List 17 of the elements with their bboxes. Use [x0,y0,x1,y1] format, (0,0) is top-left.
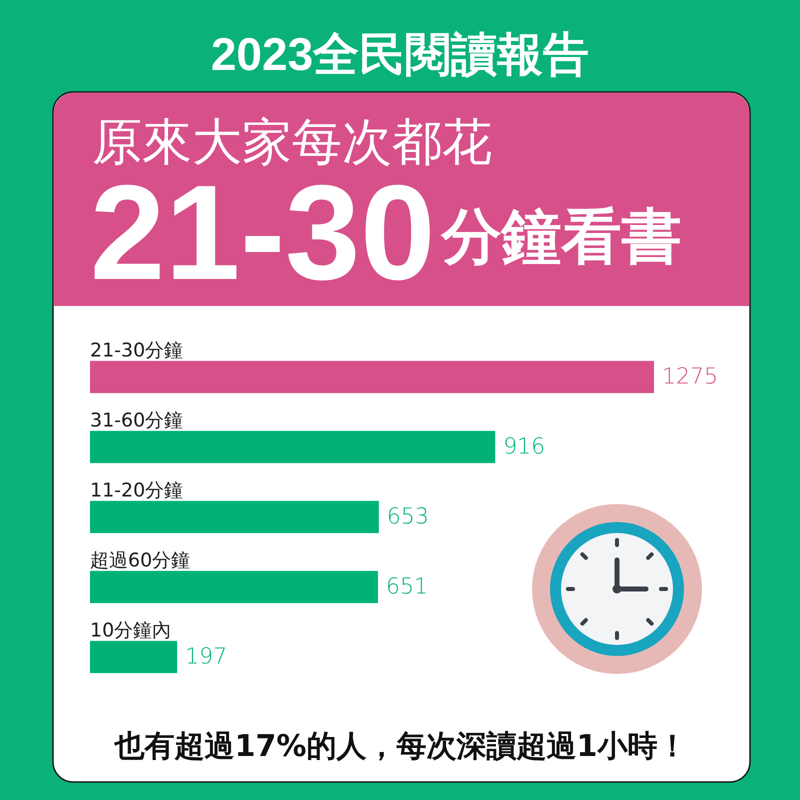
y-tick-label: 超過60分鐘 [90,550,190,572]
bar [90,430,496,464]
bar [90,360,654,394]
chart-title: 2023全民閱讀報告 [210,28,590,80]
data-label: 653 [386,504,429,530]
y-tick-label: 11-20分鐘 [90,480,184,502]
text: 也有超過17%的人，每次深讀超過1小時！ [114,729,688,764]
bar [90,640,178,674]
data-label: 1275 [662,364,718,390]
bar [90,500,379,534]
y-tick-label: 21-30分鐘 [90,340,184,362]
bar [90,570,378,604]
data-label: 197 [185,644,228,670]
y-tick-label: 31-60分鐘 [90,410,184,432]
data-label: 651 [386,574,428,600]
data-label: 916 [503,434,546,460]
y-tick-label: 10分鐘內 [90,620,172,642]
